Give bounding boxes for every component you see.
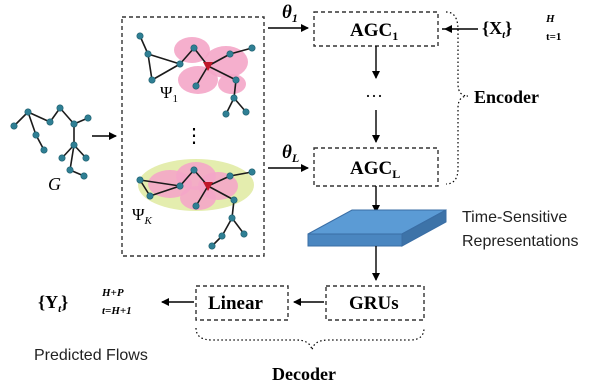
- agc-1-label: AGC1: [350, 20, 398, 43]
- representation-label-line1: Time-Sensitive: [462, 209, 567, 226]
- predicted-flows-label: Predicted Flows: [34, 347, 148, 364]
- representation-label-line2: Representations: [462, 233, 579, 250]
- arrow-head-input: [444, 25, 452, 33]
- theta-l-label: θL: [282, 142, 299, 165]
- representation-plane: [307, 209, 447, 247]
- linear-box: [195, 285, 289, 321]
- output-set-range: t=H+1: [102, 305, 132, 317]
- encoder-brace: [445, 11, 469, 185]
- subgraph-psi-1: [136, 32, 256, 118]
- input-graph-label: G: [48, 174, 61, 194]
- encoder-label: Encoder: [474, 87, 539, 107]
- grus-label: GRUs: [349, 293, 399, 314]
- vertical-ellipsis: ⋮: [184, 125, 204, 147]
- input-set-label: {Xt}: [482, 18, 512, 41]
- decoder-brace: [195, 327, 425, 351]
- center-node-marker: [203, 62, 213, 71]
- center-node-marker: [203, 182, 213, 191]
- input-set-range: t=1: [546, 31, 561, 43]
- subgraph-psi-1-label: Ψ1: [160, 83, 178, 105]
- output-set-label: {Yt}: [38, 292, 68, 315]
- output-set-sup: H+P: [101, 287, 124, 299]
- input-set-sup: H: [545, 13, 555, 25]
- grus-box: [325, 285, 425, 321]
- agc-l-label: AGCL: [350, 158, 400, 181]
- theta-1-label: θ1: [282, 2, 298, 25]
- subgraph-psi-k: [136, 159, 256, 250]
- layer-ellipsis: ···: [365, 86, 383, 106]
- subgraph-psi-k-label: ΨK: [132, 205, 153, 227]
- linear-label: Linear: [208, 293, 263, 314]
- input-graph: [10, 104, 92, 180]
- decoder-label: Decoder: [272, 364, 336, 384]
